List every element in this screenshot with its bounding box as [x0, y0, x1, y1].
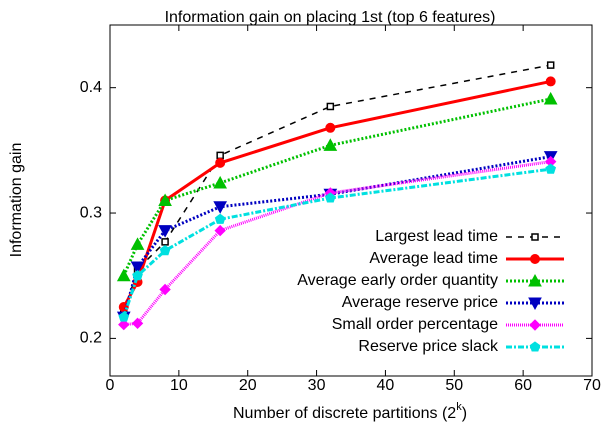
data-point	[132, 270, 143, 281]
data-point	[118, 318, 130, 331]
y-axis-label: Information gain	[8, 143, 25, 258]
y-tick-label: 0.3	[80, 204, 102, 221]
plot-frame	[109, 24, 593, 377]
data-point	[215, 157, 226, 168]
data-point	[158, 225, 172, 238]
data-point	[116, 268, 131, 282]
x-axis-label-main: Number of discrete partitions (2	[233, 405, 456, 422]
x-tick-label: 30	[308, 377, 326, 394]
series-line	[122, 155, 551, 318]
data-point	[545, 163, 557, 174]
data-point	[543, 91, 558, 105]
legend-marker	[531, 233, 539, 241]
data-point	[130, 261, 145, 274]
legend-marker	[528, 297, 542, 311]
x-axis-label-end: )	[462, 405, 467, 422]
data-point	[214, 213, 226, 224]
data-point	[158, 193, 172, 206]
x-tick-label: 10	[170, 377, 188, 394]
legend-label: Average reserve price	[342, 294, 498, 311]
x-tick-label: 20	[239, 377, 257, 394]
legend-label: Reserve price slack	[358, 338, 499, 355]
legend-label: Small order percentage	[332, 316, 498, 333]
x-tick-label: 0	[106, 377, 115, 394]
data-point	[216, 151, 224, 160]
data-point	[118, 311, 130, 322]
data-point	[323, 138, 338, 151]
data-point	[324, 192, 336, 203]
data-point	[546, 61, 555, 69]
y-tick-label: 0.2	[80, 330, 102, 347]
legend-label: Average early order quantity	[297, 272, 498, 289]
data-point	[326, 102, 335, 111]
y-tick-label: 0.4	[80, 79, 102, 96]
data-point	[131, 317, 144, 330]
data-point	[159, 245, 171, 256]
x-axis-label-sup: k	[456, 401, 462, 413]
chart-title: Information gain on placing 1st (top 6 f…	[165, 9, 496, 26]
data-point	[213, 175, 228, 189]
x-axis-label: Number of discrete partitions (2k)	[233, 401, 467, 422]
x-tick-label: 60	[514, 377, 532, 394]
x-tick-label: 50	[445, 377, 463, 394]
x-tick-label: 70	[583, 377, 601, 394]
legend-label: Average lead time	[369, 250, 498, 267]
data-point	[545, 76, 556, 87]
legend-marker	[530, 254, 540, 264]
legend-marker	[529, 341, 541, 352]
data-point	[325, 122, 336, 133]
data-point	[161, 238, 169, 246]
data-point	[214, 224, 226, 237]
legend-marker	[529, 319, 541, 331]
x-tick-label: 40	[377, 377, 395, 394]
legend-label: Largest lead time	[375, 228, 498, 245]
data-point	[130, 237, 145, 250]
data-point	[159, 283, 171, 296]
legend-marker	[528, 273, 542, 287]
series-line	[122, 167, 551, 318]
data-point	[213, 201, 228, 214]
